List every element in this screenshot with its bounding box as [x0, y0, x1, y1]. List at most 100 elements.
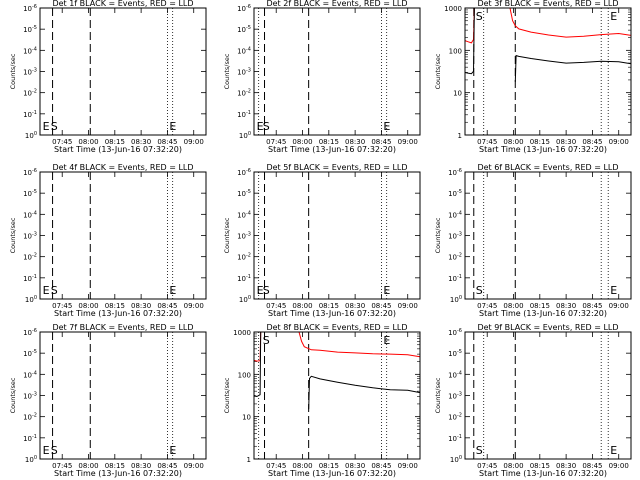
marker-e: E [43, 120, 50, 133]
marker-s: S [51, 120, 58, 133]
y-tick-label: 10-3 [448, 392, 462, 401]
x-axis-label: Start Time (13-Jun-16 07:32:20) [479, 309, 607, 318]
y-axis-label: Counts/sec [434, 377, 442, 413]
plot-frame [253, 171, 421, 300]
y-tick-label: 10-5 [237, 189, 251, 198]
x-tick-label: 08:30 [131, 138, 151, 146]
x-tick-label: 08:00 [78, 462, 98, 470]
plot-frame [39, 171, 207, 300]
x-axis-label: Start Time (13-Jun-16 07:32:20) [268, 145, 396, 154]
marker-e: E [383, 284, 390, 297]
x-tick-label: 09:00 [398, 138, 418, 146]
y-axis-label: Counts/sec [9, 217, 17, 253]
x-axis-label: Start Time (13-Jun-16 07:32:20) [479, 145, 607, 154]
x-tick-label: 08:00 [292, 462, 312, 470]
plot-frame [253, 331, 421, 460]
x-tick-label: 08:45 [582, 462, 602, 470]
marker-s: S [263, 284, 270, 297]
y-axis-label: Counts/sec [223, 217, 231, 253]
y-tick-label: 10-3 [23, 232, 37, 241]
y-tick-label: 10-3 [448, 232, 462, 241]
x-tick-label: 08:45 [157, 462, 177, 470]
y-tick-label: 10-1 [23, 110, 37, 119]
x-axis-label: Start Time (13-Jun-16 07:32:20) [268, 309, 396, 318]
x-tick-label: 08:45 [371, 302, 391, 310]
y-tick-label: 10-1 [448, 274, 462, 283]
panel-title: Det 3f BLACK = Events, RED = LLD [477, 0, 618, 8]
x-tick-label: 09:00 [609, 138, 629, 146]
panel-title: Det 2f BLACK = Events, RED = LLD [266, 0, 407, 8]
detector-panel-8: Det 8f BLACK = Events, RED = LLD Counts/s… [223, 323, 421, 478]
events-series-line [514, 54, 632, 82]
x-axis-label: Start Time (13-Jun-16 07:32:20) [54, 469, 182, 478]
x-tick-label: 08:45 [582, 138, 602, 146]
y-tick-label: 100 [450, 295, 462, 304]
y-tick-label: 10-1 [237, 274, 251, 283]
y-tick-label: 10-2 [448, 253, 462, 262]
y-tick-label: 1 [458, 132, 462, 140]
plot-frame [253, 7, 421, 136]
x-tick-label: 08:15 [105, 302, 125, 310]
x-tick-label: 08:45 [157, 138, 177, 146]
y-tick-label: 10-2 [448, 413, 462, 422]
x-tick-label: 09:00 [609, 462, 629, 470]
y-tick-label: 100 [239, 131, 251, 140]
marker-e: E [43, 284, 50, 297]
y-tick-label: 10-4 [23, 46, 37, 55]
y-tick-label: 10-2 [237, 89, 251, 98]
marker-e: E [257, 284, 264, 297]
x-axis-label: Start Time (13-Jun-16 07:32:20) [54, 309, 182, 318]
x-tick-label: 08:15 [319, 302, 339, 310]
x-tick-label: 07:45 [52, 462, 72, 470]
y-tick-label: 10-5 [448, 349, 462, 358]
detector-panel-7: Det 7f BLACK = Events, RED = LLD Counts/s… [9, 323, 207, 478]
detector-panel-5: Det 5f BLACK = Events, RED = LLD Counts/s… [223, 163, 421, 318]
x-tick-label: 08:00 [503, 462, 523, 470]
x-tick-label: 08:00 [78, 302, 98, 310]
x-tick-label: 08:15 [530, 138, 550, 146]
y-tick-label: 100 [449, 47, 462, 55]
y-tick-label: 10-1 [23, 274, 37, 283]
y-tick-label: 10-5 [237, 25, 251, 34]
y-tick-label: 10-3 [23, 392, 37, 401]
y-tick-label: 10-6 [448, 168, 462, 177]
x-tick-label: 08:30 [345, 138, 365, 146]
marker-e: E [169, 444, 176, 457]
panel-title: Det 9f BLACK = Events, RED = LLD [477, 323, 618, 332]
x-tick-label: 08:15 [319, 138, 339, 146]
x-tick-label: 08:00 [78, 138, 98, 146]
x-axis-label: Start Time (13-Jun-16 07:32:20) [268, 469, 396, 478]
y-tick-label: 10-4 [23, 210, 37, 219]
y-tick-label: 10-3 [23, 68, 37, 77]
x-tick-label: 08:00 [503, 138, 523, 146]
x-tick-label: 08:15 [530, 462, 550, 470]
marker-e: E [383, 334, 390, 347]
y-tick-label: 10-6 [23, 328, 37, 337]
x-tick-label: 08:15 [319, 462, 339, 470]
x-tick-label: 07:45 [477, 302, 497, 310]
y-tick-label: 10-3 [237, 232, 251, 241]
x-tick-label: 08:45 [371, 462, 391, 470]
y-axis-label: Counts/sec [9, 377, 17, 413]
x-tick-label: 08:45 [157, 302, 177, 310]
y-tick-label: 100 [450, 455, 462, 464]
y-tick-label: 1000 [444, 5, 462, 13]
panel-title: Det 6f BLACK = Events, RED = LLD [477, 163, 618, 172]
x-tick-label: 09:00 [184, 302, 204, 310]
y-axis-label: Counts/sec [223, 377, 231, 413]
detector-panel-3: Det 3f BLACK = Events, RED = LLD Counts/s… [434, 0, 632, 154]
detector-panel-6: Det 6f BLACK = Events, RED = LLD Counts/s… [434, 163, 632, 318]
marker-e: E [257, 120, 264, 133]
y-tick-label: 10-2 [23, 253, 37, 262]
marker-e: E [43, 444, 50, 457]
plot-frame [39, 7, 207, 136]
x-tick-label: 09:00 [184, 138, 204, 146]
y-axis-label: Counts/sec [434, 217, 442, 253]
y-tick-label: 10-2 [23, 89, 37, 98]
detector-panel-1: Det 1f BLACK = Events, RED = LLD Counts/s… [9, 0, 207, 154]
x-tick-label: 07:45 [266, 138, 286, 146]
marker-s: S [476, 444, 483, 457]
y-tick-label: 100 [25, 295, 37, 304]
marker-e: E [610, 444, 617, 457]
x-tick-label: 08:15 [105, 138, 125, 146]
